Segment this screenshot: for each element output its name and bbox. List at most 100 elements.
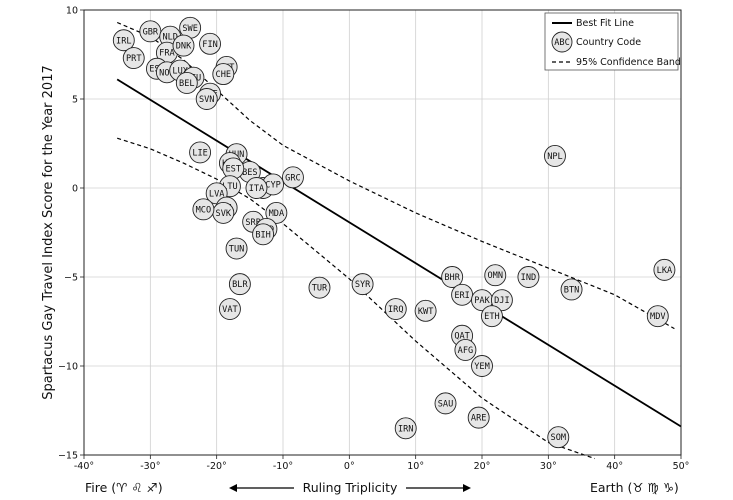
data-point-label: SWE xyxy=(182,24,198,34)
data-point-label: MCO xyxy=(196,205,212,215)
data-point-label: QAT xyxy=(454,332,470,342)
data-point-label: BLR xyxy=(232,280,248,290)
data-point-svn: SVN xyxy=(195,88,218,110)
data-point-svk: SVK xyxy=(212,201,235,224)
data-point-label: SYR xyxy=(355,280,371,290)
data-point-marker xyxy=(490,289,513,312)
data-point-label: AFG xyxy=(458,346,474,356)
data-point-pak: PAK xyxy=(471,289,493,312)
x-tick-label: -10° xyxy=(273,461,293,472)
data-point-marker xyxy=(225,237,248,260)
x-tick-label: 50° xyxy=(673,461,690,472)
data-point-label: SRB xyxy=(245,218,261,228)
data-point-swe: SWE xyxy=(179,16,202,39)
y-tick-label: 0 xyxy=(72,184,78,195)
data-point-label: LVA xyxy=(209,189,225,199)
data-point-label: VAT xyxy=(222,305,238,315)
data-point-label: SAU xyxy=(438,399,454,409)
data-point-label: ETH xyxy=(484,312,500,322)
data-point-label: GRC xyxy=(285,173,301,183)
data-point-marker xyxy=(653,258,676,281)
arrow-left-head xyxy=(229,484,237,492)
data-point-ita: ITA xyxy=(245,177,268,199)
data-point-kwt: KWT xyxy=(414,299,437,322)
data-point-marker xyxy=(172,34,195,57)
data-point-ind: IND xyxy=(517,266,540,288)
data-point-label: DNK xyxy=(176,42,192,52)
data-point-syr: SYR xyxy=(351,273,374,296)
data-point-marker xyxy=(252,223,275,246)
data-point-label: DJI xyxy=(494,296,510,306)
data-point-omn: OMN xyxy=(484,264,507,287)
data-point-label: CHE xyxy=(216,70,232,80)
data-point-label: NPL xyxy=(547,152,563,162)
data-point-marker xyxy=(265,201,288,224)
data-point-label: ARE xyxy=(471,414,487,424)
data-point-label: EST xyxy=(225,164,241,174)
data-point-marker xyxy=(199,32,221,55)
data-point-label: SVN xyxy=(199,95,215,105)
data-point-label: TUN xyxy=(229,245,245,255)
data-point-bhr: BHR xyxy=(441,266,464,288)
data-point-label: BES xyxy=(242,168,258,178)
data-point-label: PAK xyxy=(474,296,490,306)
y-tick-label: −10 xyxy=(58,362,78,373)
data-point-dji: DJI xyxy=(490,289,513,312)
data-point-label: BTN xyxy=(564,285,580,295)
data-point-tun: TUN xyxy=(225,237,248,260)
data-point-marker xyxy=(228,273,251,296)
legend: Best Fit Line ABC Country Code 95% Confi… xyxy=(544,12,681,71)
confidence-band xyxy=(116,21,675,460)
data-point-grc: GRC xyxy=(282,166,304,189)
y-tick-label: 5 xyxy=(72,95,78,106)
data-point-eri: ERI xyxy=(451,283,474,306)
data-point-marker xyxy=(218,298,241,320)
data-point-label: MDA xyxy=(269,209,285,219)
data-point-marker xyxy=(414,299,437,322)
axis-ticks: -40° -30° -20° -10° 0° 10° 20° 30° 40° 50° −15 −10 −… xyxy=(58,6,689,473)
data-point-label: LKA xyxy=(657,266,673,276)
legend-country-code-label: Country Code xyxy=(576,37,641,48)
confidence-band-upper xyxy=(116,21,675,330)
data-point-label: KWT xyxy=(418,307,434,317)
data-point-label: IRN xyxy=(398,424,414,434)
x-tick-label: 40° xyxy=(606,461,623,472)
y-tick-label: −5 xyxy=(64,273,78,284)
data-point-are: ARE xyxy=(467,406,490,429)
data-point-marker xyxy=(560,278,583,301)
data-point-label: SVK xyxy=(216,209,232,219)
data-point-marker xyxy=(467,406,490,429)
data-point-label: IND xyxy=(521,273,537,283)
data-point-sau: SAU xyxy=(434,392,457,415)
data-point-label: NLD xyxy=(162,33,178,43)
y-axis-label: Spartacus Gay Travel Index Score for the… xyxy=(41,65,56,400)
data-point-irn: IRN xyxy=(394,417,417,440)
data-point-marker xyxy=(245,177,268,199)
data-point-marker xyxy=(175,72,198,94)
data-point-gbr: GBR xyxy=(139,20,162,43)
data-point-label: IRL xyxy=(116,36,132,46)
data-point-marker xyxy=(481,305,503,328)
data-point-label: LIE xyxy=(192,148,208,158)
data-point-marker xyxy=(484,264,507,287)
data-point-marker xyxy=(308,276,331,299)
data-point-label: BEL xyxy=(179,79,195,89)
x-tick-label: -30° xyxy=(140,461,160,472)
x-tick-label: 0° xyxy=(344,461,355,472)
ruling-triplicity-label: Ruling Triplicity xyxy=(303,480,398,495)
data-point-bel: BEL xyxy=(175,72,198,94)
best-fit-line xyxy=(116,78,682,428)
data-point-marker xyxy=(384,298,407,320)
data-point-label: LUX xyxy=(172,67,188,77)
data-point-marker xyxy=(112,29,135,52)
x-tick-label: 20° xyxy=(474,461,491,472)
data-point-label: PRT xyxy=(126,54,142,64)
data-point-label: YEM xyxy=(474,362,490,372)
data-point-marker xyxy=(212,63,235,86)
data-point-marker xyxy=(189,141,212,164)
data-point-eth: ETH xyxy=(481,305,503,328)
data-point-tur: TUR xyxy=(308,276,331,299)
data-point-mda: MDA xyxy=(265,201,288,224)
x-tick-label: 10° xyxy=(407,461,424,472)
